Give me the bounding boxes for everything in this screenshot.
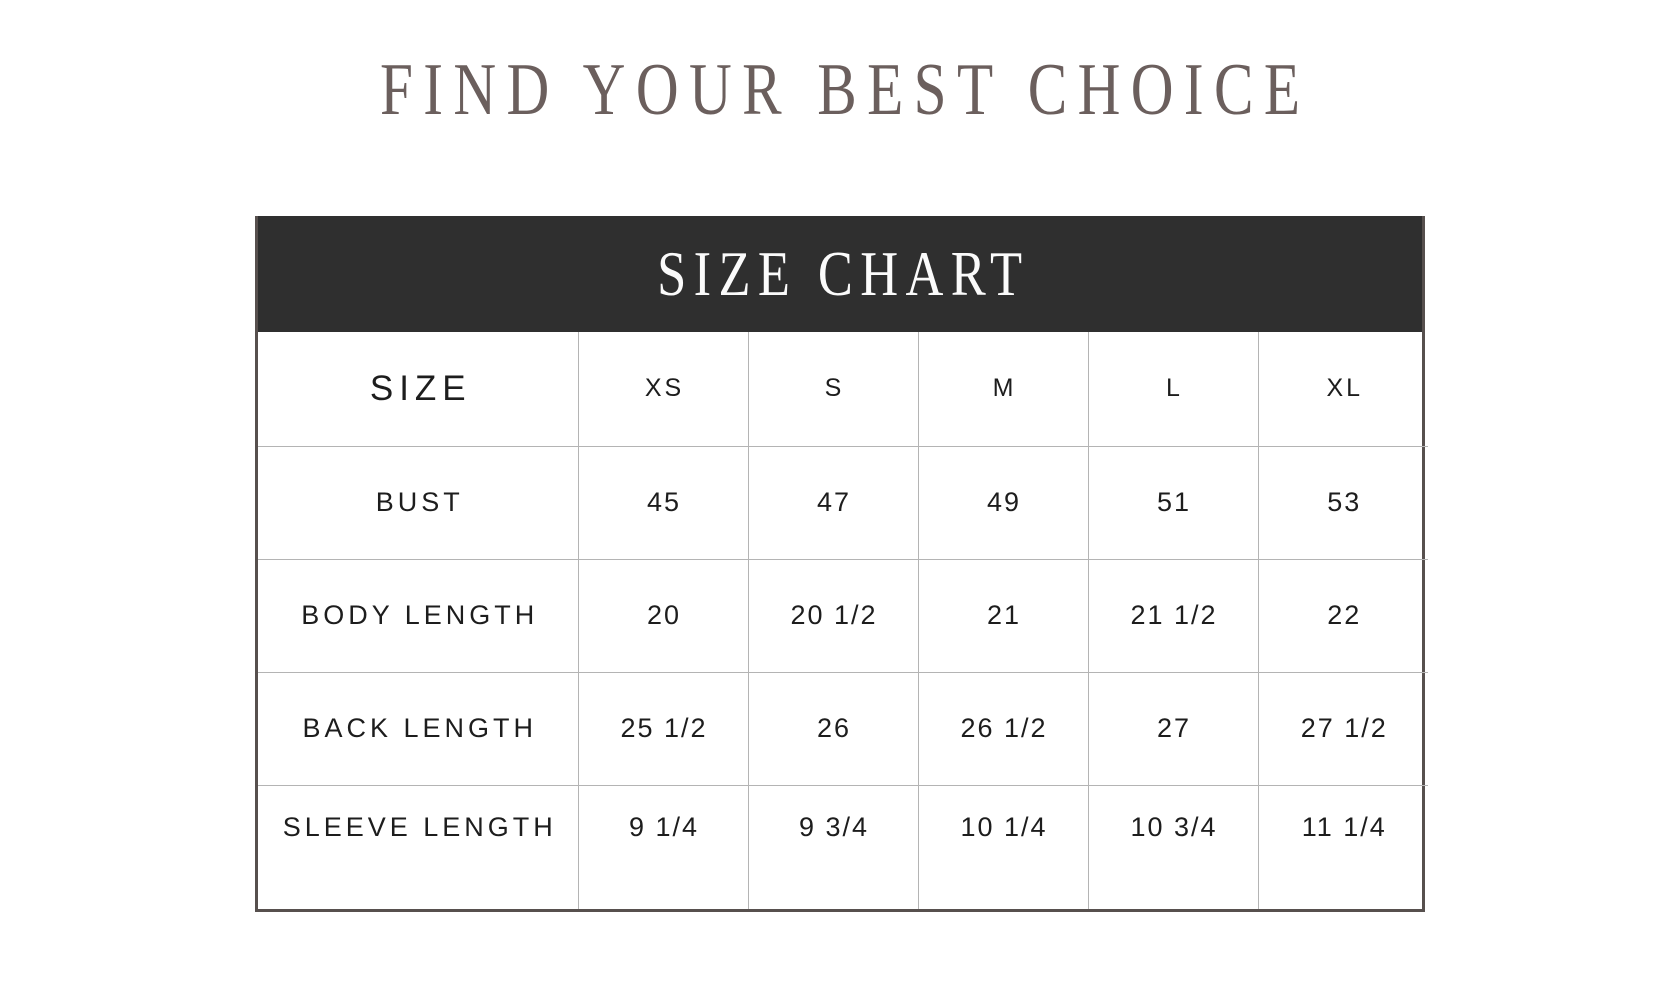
row-label-body-length: BODY LENGTH [258, 559, 579, 673]
column-header-xl: XL [1258, 332, 1428, 447]
table-header-row: SIZE XS S M L XL [258, 332, 1428, 447]
column-header-l: L [1088, 332, 1259, 447]
table-row: BODY LENGTH 20 20 1/2 21 21 1/2 22 [258, 559, 1428, 673]
column-header-m: M [918, 332, 1089, 447]
table-row: BUST 45 47 49 51 53 [258, 446, 1428, 560]
cell-back-length-m: 26 1/2 [918, 672, 1089, 786]
column-header-s: S [748, 332, 919, 447]
cell-back-length-s: 26 [748, 672, 919, 786]
size-chart-table-frame: SIZE CHART SIZE XS S M L XL [255, 216, 1428, 912]
size-chart-banner-title: SIZE CHART [657, 238, 1030, 309]
table-row: SLEEVE LENGTH 9 1/4 9 3/4 10 1/4 10 3/4 … [258, 785, 1428, 909]
size-chart-banner: SIZE CHART [258, 216, 1422, 332]
cell-body-length-m: 21 [918, 559, 1089, 673]
row-label-sleeve-length: SLEEVE LENGTH [258, 785, 579, 909]
cell-sleeve-length-s: 9 3/4 [748, 785, 919, 909]
table-row: BACK LENGTH 25 1/2 26 26 1/2 27 27 1/2 [258, 672, 1428, 786]
cell-back-length-xs: 25 1/2 [578, 672, 749, 786]
cell-bust-s: 47 [748, 446, 919, 560]
cell-body-length-s: 20 1/2 [748, 559, 919, 673]
cell-body-length-xs: 20 [578, 559, 749, 673]
page-title: FIND YOUR BEST CHOICE [379, 49, 1311, 131]
column-header-size: SIZE [258, 332, 579, 447]
cell-body-length-xl: 22 [1258, 559, 1428, 673]
column-header-xs: XS [578, 332, 749, 447]
row-label-back-length: BACK LENGTH [258, 672, 579, 786]
cell-sleeve-length-xl: 11 1/4 [1301, 811, 1387, 842]
cell-bust-xs: 45 [578, 446, 749, 560]
cell-bust-l: 51 [1088, 446, 1259, 560]
cell-body-length-l: 21 1/2 [1088, 559, 1259, 673]
cell-bust-m: 49 [918, 446, 1089, 560]
size-chart-table: SIZE XS S M L XL BUST 45 47 49 51 53 [258, 332, 1428, 909]
row-label-bust: BUST [258, 446, 579, 560]
cell-back-length-xl: 27 1/2 [1258, 672, 1428, 786]
cell-sleeve-length-xs: 9 1/4 [578, 785, 749, 909]
cell-sleeve-length-m: 10 1/4 [918, 785, 1089, 909]
cell-sleeve-length-l: 10 3/4 [1088, 785, 1259, 909]
cell-bust-xl: 53 [1258, 446, 1428, 560]
cell-back-length-l: 27 [1088, 672, 1259, 786]
